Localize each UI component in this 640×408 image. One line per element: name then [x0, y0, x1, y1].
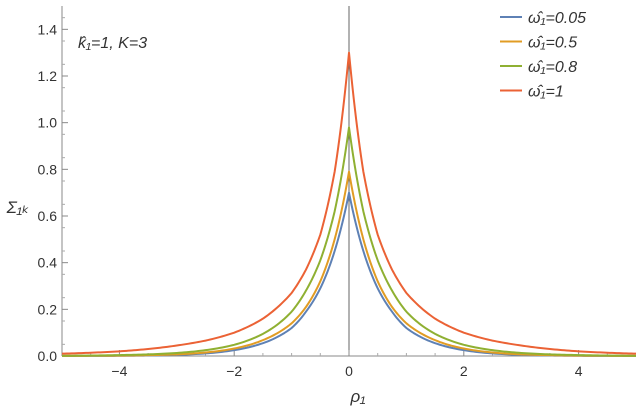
series-line-2	[61, 170, 637, 357]
legend-label-1: ω̂₁=0.05	[528, 10, 586, 27]
x-tick-label: 4	[575, 363, 583, 379]
series-layer	[61, 51, 637, 357]
y-tick-label: 1.4	[38, 21, 58, 37]
series-line-3	[61, 126, 637, 357]
series-line-4	[61, 51, 637, 355]
y-tick-label: 0.6	[38, 208, 58, 224]
legend: ω̂₁=0.05 ω̂₁=0.5 ω̂₁=0.8 ω̂₁=1	[500, 10, 586, 101]
legend-label-2: ω̂₁=0.5	[528, 35, 577, 52]
y-tick-label: 0.4	[38, 255, 58, 271]
legend-label-3: ω̂₁=0.8	[528, 59, 577, 76]
y-tick-label: 1.2	[38, 68, 58, 84]
x-tick-label: 2	[460, 363, 468, 379]
y-axis-label: Σ₁ₖ	[6, 198, 30, 217]
y-tick-label: 0.2	[38, 301, 58, 317]
y-axis: 0.0 0.2 0.4 0.6 0.8 1.0 1.2 1.4	[38, 6, 68, 364]
x-tick-label: −4	[111, 363, 127, 379]
y-tick-label: 1.0	[38, 115, 58, 131]
legend-label-4: ω̂₁=1	[528, 84, 564, 101]
x-tick-label: 0	[345, 363, 353, 379]
chart-annotation: k̂₁=1, K=3	[78, 35, 147, 52]
y-tick-label: 0.0	[38, 348, 58, 364]
x-tick-label: −2	[226, 363, 242, 379]
y-tick-label: 0.8	[38, 161, 58, 177]
x-axis-label: ρ₁	[349, 387, 365, 406]
